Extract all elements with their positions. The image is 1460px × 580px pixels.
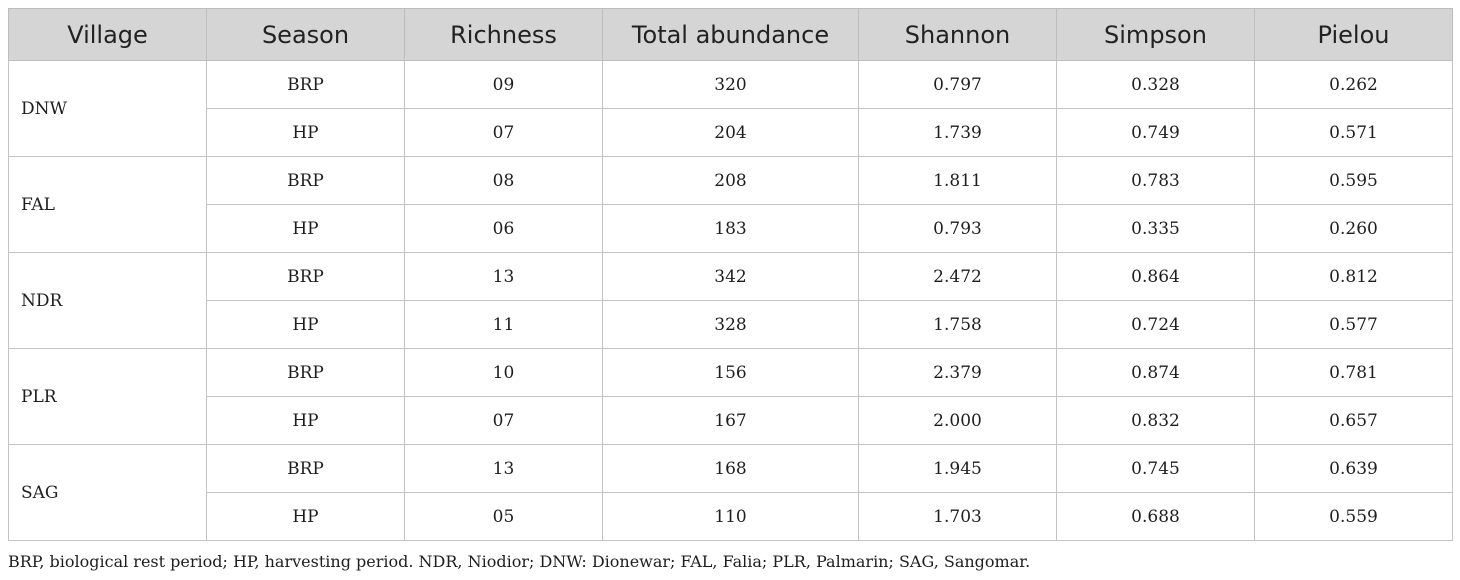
total-abundance-cell: 204 xyxy=(602,108,859,157)
shannon-cell: 2.000 xyxy=(858,396,1057,445)
season-cell: BRP xyxy=(206,156,405,205)
column-header-season: Season xyxy=(206,8,405,61)
season-cell: HP xyxy=(206,492,405,541)
season-cell: HP xyxy=(206,300,405,349)
richness-cell: 11 xyxy=(404,300,603,349)
season-cell: HP xyxy=(206,108,405,157)
total-abundance-cell: 328 xyxy=(602,300,859,349)
season-cell: HP xyxy=(206,204,405,253)
pielou-cell: 0.595 xyxy=(1254,156,1453,205)
shannon-cell: 0.793 xyxy=(858,204,1057,253)
column-header-simpson: Simpson xyxy=(1056,8,1255,61)
total-abundance-cell: 110 xyxy=(602,492,859,541)
table-row: SAG BRP 13 168 1.945 0.745 0.639 xyxy=(8,444,1453,541)
header-row: Village Season Richness Total abundance … xyxy=(8,8,1453,61)
simpson-cell: 0.864 xyxy=(1056,252,1255,301)
season-cell: HP xyxy=(206,396,405,445)
table-container: Village Season Richness Total abundance … xyxy=(8,8,1453,541)
total-abundance-cell: 156 xyxy=(602,348,859,397)
column-header-richness: Richness xyxy=(404,8,603,61)
shannon-cell: 1.811 xyxy=(858,156,1057,205)
village-cell: DNW xyxy=(8,60,207,157)
village-cell: SAG xyxy=(8,444,207,541)
season-cell: BRP xyxy=(206,60,405,109)
shannon-cell: 1.758 xyxy=(858,300,1057,349)
richness-cell: 05 xyxy=(404,492,603,541)
pielou-cell: 0.571 xyxy=(1254,108,1453,157)
diversity-table: Village Season Richness Total abundance … xyxy=(8,8,1453,541)
table-row: HP 06 183 0.793 0.335 0.260 xyxy=(9,204,1453,253)
total-abundance-cell: 167 xyxy=(602,396,859,445)
pielou-cell: 0.657 xyxy=(1254,396,1453,445)
pielou-cell: 0.262 xyxy=(1254,60,1453,109)
richness-cell: 13 xyxy=(404,252,603,301)
season-cell: BRP xyxy=(206,348,405,397)
simpson-cell: 0.832 xyxy=(1056,396,1255,445)
pielou-cell: 0.577 xyxy=(1254,300,1453,349)
simpson-cell: 0.724 xyxy=(1056,300,1255,349)
season-cell: BRP xyxy=(206,444,405,493)
pielou-cell: 0.639 xyxy=(1254,444,1453,493)
total-abundance-cell: 208 xyxy=(602,156,859,205)
total-abundance-cell: 320 xyxy=(602,60,859,109)
simpson-cell: 0.335 xyxy=(1056,204,1255,253)
table-row: HP 07 167 2.000 0.832 0.657 xyxy=(9,396,1453,445)
simpson-cell: 0.749 xyxy=(1056,108,1255,157)
shannon-cell: 2.472 xyxy=(858,252,1057,301)
richness-cell: 10 xyxy=(404,348,603,397)
richness-cell: 07 xyxy=(404,396,603,445)
column-header-shannon: Shannon xyxy=(858,8,1057,61)
village-cell: PLR xyxy=(8,348,207,445)
shannon-cell: 0.797 xyxy=(858,60,1057,109)
pielou-cell: 0.260 xyxy=(1254,204,1453,253)
richness-cell: 06 xyxy=(404,204,603,253)
table-row: HP 05 110 1.703 0.688 0.559 xyxy=(9,492,1453,541)
table-header: Village Season Richness Total abundance … xyxy=(8,8,1453,61)
column-header-village: Village xyxy=(8,8,207,61)
simpson-cell: 0.874 xyxy=(1056,348,1255,397)
shannon-cell: 1.945 xyxy=(858,444,1057,493)
total-abundance-cell: 183 xyxy=(602,204,859,253)
table-row: PLR BRP 10 156 2.379 0.874 0.781 xyxy=(8,348,1453,445)
simpson-cell: 0.688 xyxy=(1056,492,1255,541)
richness-cell: 09 xyxy=(404,60,603,109)
table-footnote: BRP, biological rest period; HP, harvest… xyxy=(8,552,1031,571)
simpson-cell: 0.745 xyxy=(1056,444,1255,493)
table-row: HP 11 328 1.758 0.724 0.577 xyxy=(9,300,1453,349)
column-header-pielou: Pielou xyxy=(1254,8,1453,61)
simpson-cell: 0.328 xyxy=(1056,60,1255,109)
village-cell: NDR xyxy=(8,252,207,349)
table-row: DNW BRP 09 320 0.797 0.328 0.262 xyxy=(8,60,1453,157)
table-body: DNW BRP 09 320 0.797 0.328 0.262 HP 07 2… xyxy=(8,60,1453,541)
total-abundance-cell: 342 xyxy=(602,252,859,301)
table-row: HP 07 204 1.739 0.749 0.571 xyxy=(9,108,1453,157)
table-row: NDR BRP 13 342 2.472 0.864 0.812 xyxy=(8,252,1453,349)
pielou-cell: 0.812 xyxy=(1254,252,1453,301)
village-cell: FAL xyxy=(8,156,207,253)
season-cell: BRP xyxy=(206,252,405,301)
pielou-cell: 0.559 xyxy=(1254,492,1453,541)
richness-cell: 13 xyxy=(404,444,603,493)
table-row: FAL BRP 08 208 1.811 0.783 0.595 xyxy=(8,156,1453,253)
pielou-cell: 0.781 xyxy=(1254,348,1453,397)
richness-cell: 08 xyxy=(404,156,603,205)
richness-cell: 07 xyxy=(404,108,603,157)
column-header-total-abundance: Total abundance xyxy=(602,8,859,61)
total-abundance-cell: 168 xyxy=(602,444,859,493)
shannon-cell: 2.379 xyxy=(858,348,1057,397)
simpson-cell: 0.783 xyxy=(1056,156,1255,205)
shannon-cell: 1.739 xyxy=(858,108,1057,157)
shannon-cell: 1.703 xyxy=(858,492,1057,541)
